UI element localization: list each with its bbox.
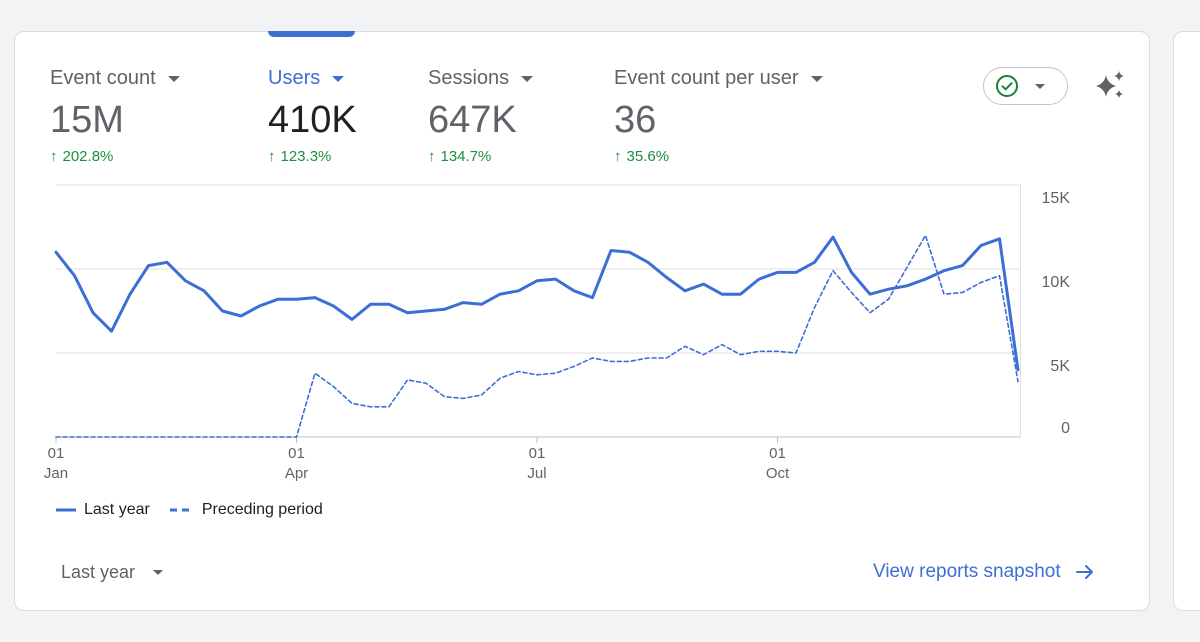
y-tick-label: 10K xyxy=(1042,274,1071,291)
active-metric-indicator xyxy=(268,31,355,37)
metric-label: Sessions xyxy=(428,66,510,89)
x-tick-label-month: Jan xyxy=(44,465,68,482)
metric-delta: ↑ 134.7% xyxy=(428,148,533,165)
date-range-label: Last year xyxy=(61,562,136,582)
arrow-up-icon: ↑ xyxy=(50,148,58,165)
metric-delta-value: 35.6% xyxy=(626,148,670,165)
legend-label: Preceding period xyxy=(201,501,323,518)
view-reports-snapshot-link[interactable]: View reports snapshot xyxy=(873,561,1095,583)
legend-item-last-year[interactable]: Last year xyxy=(56,501,150,519)
x-tick-label-day: 01 xyxy=(769,445,786,462)
metric-value: 410K xyxy=(268,99,357,141)
metric-label: Users xyxy=(268,66,321,89)
chart-legend: Last year Preceding period xyxy=(56,501,343,519)
chevron-down-icon xyxy=(153,570,164,575)
arrow-up-icon: ↑ xyxy=(614,148,622,165)
overview-card xyxy=(14,31,1150,611)
x-tick-label-day: 01 xyxy=(529,445,546,462)
x-tick-label-month: Oct xyxy=(766,465,790,482)
metric-label: Event count xyxy=(50,66,156,89)
arrow-up-icon: ↑ xyxy=(428,148,436,165)
x-tick-label-month: Jul xyxy=(527,465,546,482)
y-tick-label: 0 xyxy=(1061,420,1070,437)
metric-delta: ↑ 123.3% xyxy=(268,148,357,165)
chevron-down-icon[interactable] xyxy=(332,76,345,82)
chevron-down-icon xyxy=(1035,83,1045,89)
date-range-dropdown[interactable]: Last year xyxy=(61,562,164,583)
metric-delta-value: 202.8% xyxy=(62,148,114,165)
sparkle-icon[interactable] xyxy=(1092,69,1128,103)
legend-item-preceding-period[interactable]: Preceding period xyxy=(169,501,323,519)
chevron-down-icon[interactable] xyxy=(810,76,823,82)
x-tick-label-day: 01 xyxy=(48,445,65,462)
legend-label: Last year xyxy=(84,501,150,518)
metric-delta: ↑ 202.8% xyxy=(50,148,180,165)
metric-value: 647K xyxy=(428,99,517,141)
metric-event-count-per-user[interactable]: Event count per user 36 ↑ 35.6% xyxy=(614,64,823,165)
metric-delta-value: 123.3% xyxy=(280,148,332,165)
chevron-down-icon[interactable] xyxy=(521,76,534,82)
metric-value: 36 xyxy=(614,99,657,141)
legend-swatch-dashed xyxy=(169,508,194,512)
metric-value: 15M xyxy=(50,99,124,141)
y-tick-label: 5K xyxy=(1050,358,1070,375)
metric-users[interactable]: Users 410K ↑ 123.3% xyxy=(268,64,357,166)
metric-delta-value: 134.7% xyxy=(440,148,492,165)
y-tick-label: 15K xyxy=(1042,190,1071,207)
series-line-preceding-period[interactable] xyxy=(55,234,1019,438)
data-quality-dropdown[interactable] xyxy=(983,67,1068,105)
series-line-last-year[interactable] xyxy=(54,235,1020,372)
check-circle-icon xyxy=(996,75,1018,97)
arrow-up-icon: ↑ xyxy=(268,148,276,165)
adjacent-card xyxy=(1173,31,1200,611)
view-reports-snapshot-label: View reports snapshot xyxy=(873,561,1061,582)
metric-label: Event count per user xyxy=(614,66,799,89)
chevron-down-icon[interactable] xyxy=(167,76,180,82)
metric-event-count[interactable]: Event count 15M ↑ 202.8% xyxy=(50,64,180,165)
legend-swatch-solid xyxy=(56,508,76,512)
metric-sessions[interactable]: Sessions 647K ↑ 134.7% xyxy=(428,64,534,165)
x-tick-label-day: 01 xyxy=(288,445,305,462)
arrow-right-icon xyxy=(1075,565,1093,579)
metric-delta: ↑ 35.6% xyxy=(614,148,823,165)
x-tick-label-month: Apr xyxy=(285,465,308,482)
